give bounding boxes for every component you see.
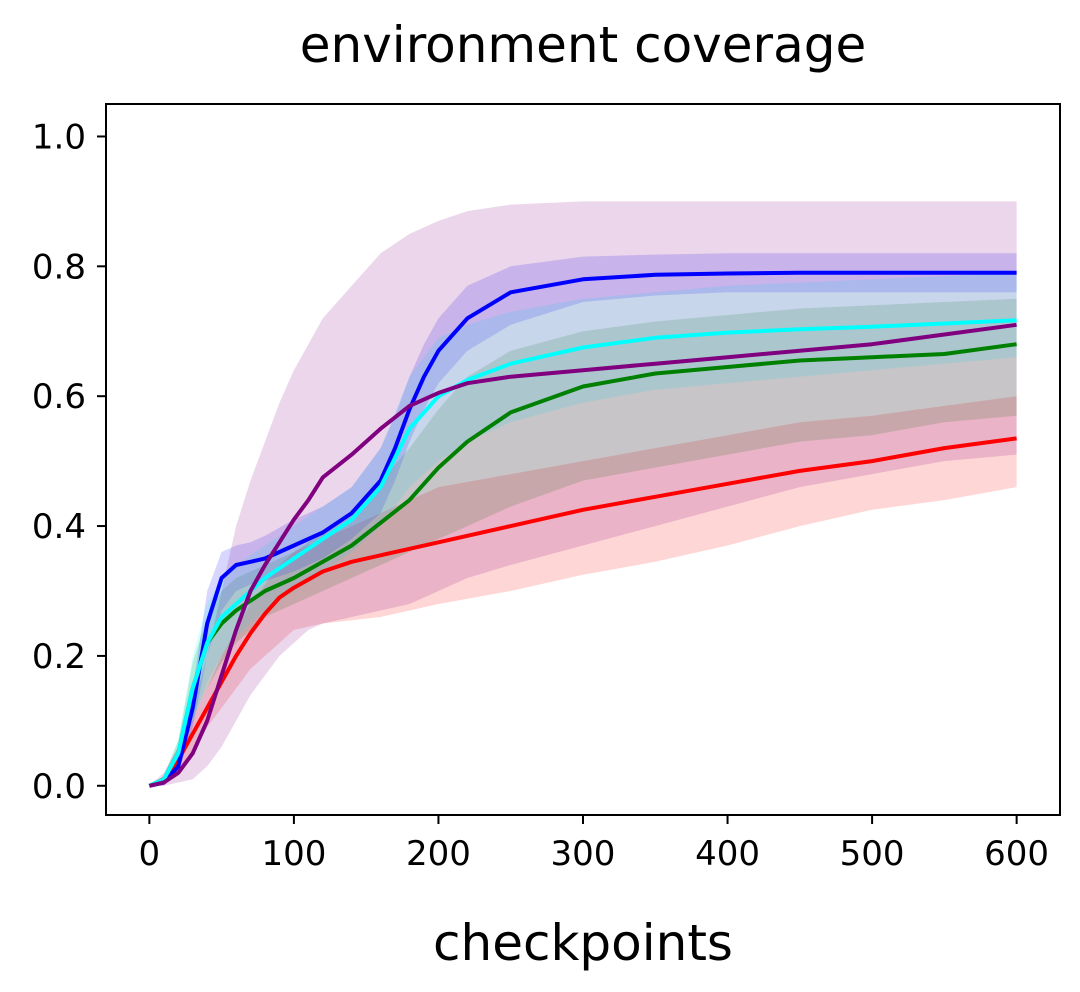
y-tick-label: 1.0 xyxy=(32,117,86,157)
x-tick-label: 0 xyxy=(139,834,161,874)
series-lines xyxy=(148,270,1017,788)
x-tick-label: 200 xyxy=(406,834,471,874)
series-0-band xyxy=(149,396,1017,786)
y-axis: 0.0 0.2 0.4 0.6 0.8 1.0 xyxy=(32,117,106,807)
series-4-line xyxy=(148,322,1017,788)
y-tick-label: 0.2 xyxy=(32,637,86,677)
y-tick-label: 0.6 xyxy=(32,377,86,417)
x-tick-label: 500 xyxy=(840,834,905,874)
series-2-band xyxy=(149,253,1017,786)
x-tick-label: 100 xyxy=(261,834,326,874)
series-4-band xyxy=(149,201,1017,786)
series-0-line xyxy=(148,436,1017,788)
x-axis-label: checkpoints xyxy=(433,914,733,972)
series-1-band xyxy=(149,298,1017,786)
x-tick-label: 600 xyxy=(984,834,1049,874)
x-tick-label: 300 xyxy=(551,834,616,874)
series-3-line xyxy=(148,318,1017,788)
y-tick-label: 0.8 xyxy=(32,247,86,287)
x-axis: 0 100 200 300 400 500 600 xyxy=(139,815,1049,874)
y-tick-label: 0.0 xyxy=(32,767,86,807)
y-tick-label: 0.4 xyxy=(32,507,86,547)
x-tick-label: 400 xyxy=(695,834,760,874)
series-2-line xyxy=(148,270,1017,788)
chart-title: environment coverage xyxy=(300,16,866,74)
